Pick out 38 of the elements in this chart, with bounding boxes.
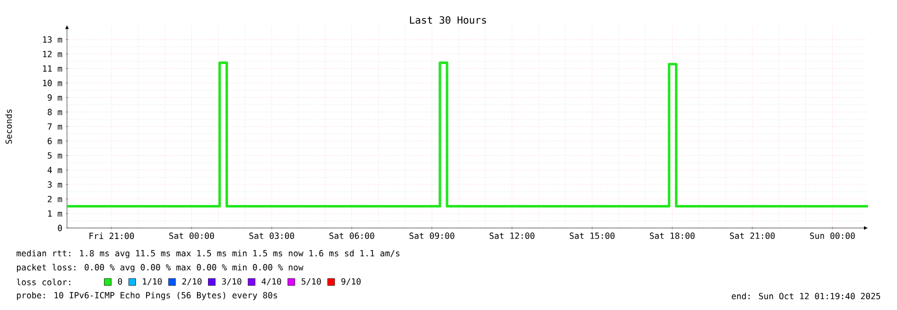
text: end: Sun Oct 12 01:19:40 2025	[732, 292, 880, 300]
legend-label: 3/10	[222, 278, 242, 286]
text: median rtt: 1.8 ms avg 11.5 ms max 1.5 ms min 1.5 ms now 1.6 ms sd 1.1 am/s	[16, 250, 400, 258]
y-tick-label: 6 m	[48, 138, 62, 144]
legend-label: 4/10	[262, 278, 282, 286]
legend-label: 9/10	[341, 278, 361, 286]
text: packet loss: 0.00 % avg 0.00 % max 0.00 % min 0.00 % now	[16, 264, 304, 272]
x-tick-label: Sat 09:00	[410, 232, 454, 239]
x-tick-label: Sat 21:00	[730, 232, 775, 239]
y-tick-label: 8 m	[48, 108, 62, 116]
x-tick-label: Sat 15:00	[570, 232, 614, 239]
y-tick-label: 2 m	[48, 196, 62, 202]
x-tick-label: Sat 18:00	[650, 232, 695, 239]
x-tick-label: Sat 12:00	[490, 232, 534, 239]
y-tick-label: 0	[58, 224, 62, 232]
y-axis-title: Seconds	[5, 109, 12, 144]
y-tick-label: 9 m	[48, 94, 62, 101]
chart-title: Last 30 Hours	[410, 16, 486, 24]
y-tick-label: 3 m	[48, 181, 62, 188]
y-tick-label: 11 m	[43, 65, 62, 72]
y-tick-label: 4 m	[48, 166, 62, 174]
legend-label: 0	[118, 278, 122, 285]
legend-title: loss color:	[16, 278, 70, 286]
y-tick-label: 5 m	[48, 152, 62, 159]
x-tick-label: Fri 21:00	[90, 232, 134, 240]
x-tick-label: Sat 06:00	[329, 232, 374, 239]
y-tick-label: 1 m	[48, 210, 62, 217]
legend-label: 1/10	[142, 278, 162, 286]
y-tick-label: 12 m	[43, 50, 62, 58]
x-tick-label: Sat 00:00	[169, 232, 214, 239]
legend-label: 5/10	[302, 278, 321, 286]
legend-label: 2/10	[182, 278, 202, 286]
y-tick-label: 10 m	[43, 80, 62, 86]
x-tick-label: Sun 00:00	[810, 232, 855, 239]
y-tick-label: 7 m	[48, 123, 62, 130]
x-tick-label: Sat 03:00	[249, 232, 294, 239]
text: probe: 10 IPv6-ICMP Echo Pings (56 Bytes) every 80s	[16, 292, 278, 300]
y-tick-label: 13 m	[43, 36, 62, 43]
